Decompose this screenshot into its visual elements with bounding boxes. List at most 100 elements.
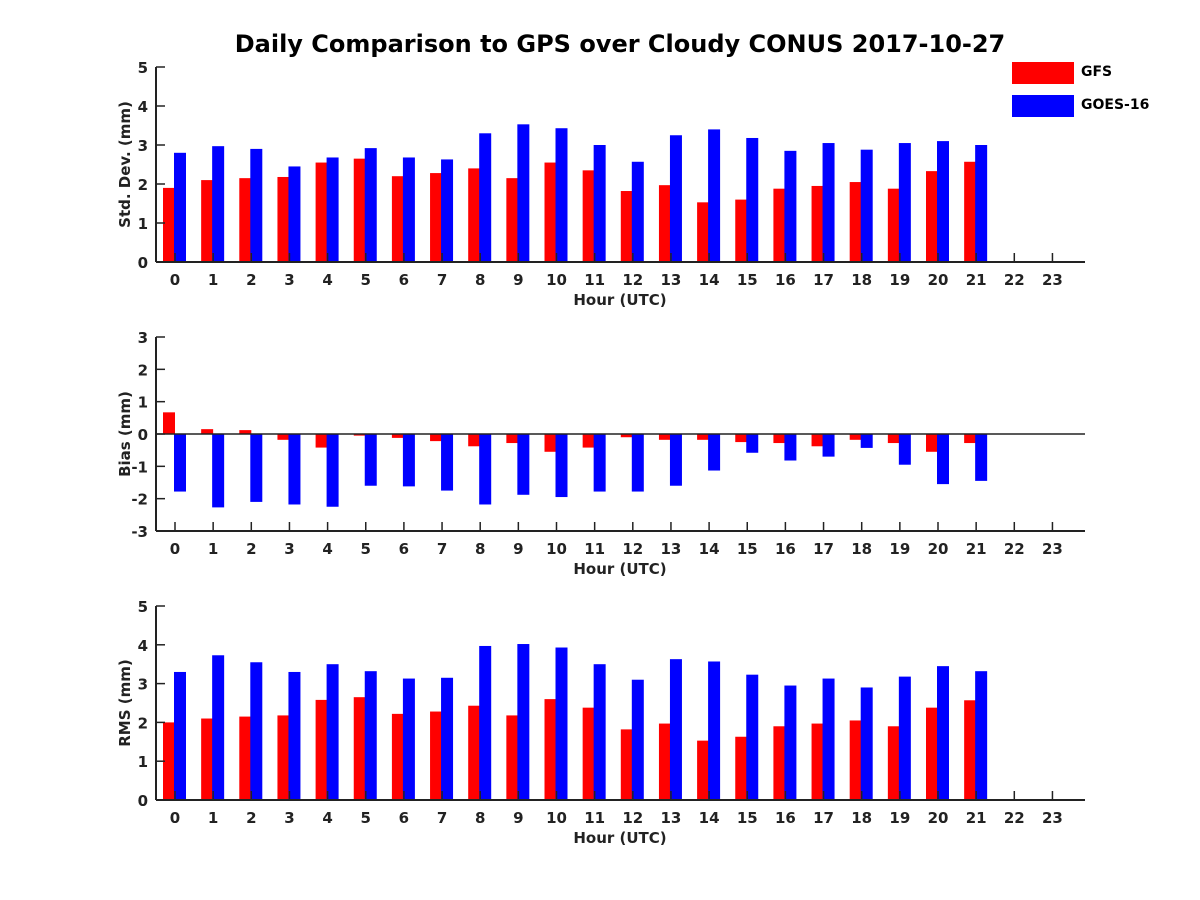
bar-goes16-9 [517, 124, 530, 262]
y-tick-label: 2 [138, 361, 148, 379]
bar-gfs-19 [887, 434, 900, 444]
bar-gfs-5 [353, 434, 366, 436]
bar-gfs-4 [315, 699, 328, 800]
bar-gfs-10 [544, 162, 557, 262]
x-tick-label: 17 [813, 271, 834, 289]
y-tick-label: 2 [138, 176, 148, 194]
x-tick-label: 18 [851, 540, 872, 558]
y-axis-label: Std. Dev. (mm) [116, 101, 134, 228]
y-axis-label: Bias (mm) [116, 391, 134, 477]
bar-goes16-21 [975, 671, 988, 800]
bar-gfs-11 [582, 707, 595, 800]
bar-gfs-5 [353, 697, 366, 800]
x-tick-label: 14 [699, 809, 720, 827]
y-tick-label: 2 [138, 714, 148, 732]
bar-goes16-14 [708, 661, 721, 800]
bar-goes16-7 [441, 434, 454, 491]
bar-gfs-11 [582, 170, 595, 262]
x-tick-label: 22 [1004, 809, 1025, 827]
bar-gfs-5 [353, 158, 366, 262]
x-tick-label: 9 [513, 809, 523, 827]
x-tick-label: 3 [284, 809, 294, 827]
bar-gfs-18 [849, 434, 862, 440]
bar-goes16-9 [517, 434, 530, 495]
x-tick-label: 12 [622, 271, 643, 289]
bar-goes16-15 [746, 674, 759, 800]
bar-goes16-18 [860, 687, 873, 800]
legend-label-goes16: GOES-16 [1081, 97, 1150, 113]
bar-gfs-12 [620, 729, 633, 800]
bar-gfs-1 [201, 718, 214, 800]
x-tick-label: 13 [661, 540, 682, 558]
bar-goes16-4 [326, 434, 339, 507]
y-tick-label: 1 [138, 394, 148, 412]
x-tick-label: 21 [966, 271, 987, 289]
bar-gfs-9 [506, 715, 519, 800]
bar-gfs-13 [658, 185, 671, 262]
x-tick-label: 20 [928, 540, 949, 558]
bar-gfs-9 [506, 178, 519, 262]
bar-gfs-17 [811, 185, 824, 262]
bar-gfs-13 [658, 723, 671, 800]
y-tick-label: 0 [138, 426, 148, 444]
bar-goes16-10 [555, 128, 568, 262]
bar-gfs-15 [735, 434, 748, 443]
x-axis-label: Hour (UTC) [573, 291, 666, 309]
y-tick-label: 3 [138, 137, 148, 155]
bar-goes16-3 [288, 166, 301, 262]
x-tick-label: 6 [399, 271, 409, 289]
bar-gfs-21 [964, 434, 977, 444]
x-tick-label: 14 [699, 271, 720, 289]
x-tick-label: 6 [399, 540, 409, 558]
x-tick-label: 3 [284, 271, 294, 289]
bar-gfs-16 [773, 188, 786, 262]
bar-gfs-20 [926, 171, 938, 262]
bar-gfs-19 [887, 726, 900, 800]
bar-goes16-1 [212, 655, 225, 800]
bar-gfs-4 [315, 434, 328, 448]
x-tick-label: 21 [966, 540, 987, 558]
x-tick-label: 12 [622, 809, 643, 827]
bar-gfs-20 [926, 707, 938, 800]
bar-gfs-2 [239, 178, 252, 262]
bar-gfs-6 [391, 176, 404, 262]
bar-gfs-0 [163, 722, 175, 800]
bar-gfs-3 [277, 176, 290, 262]
bar-goes16-0 [174, 434, 186, 492]
x-tick-label: 7 [437, 271, 447, 289]
x-tick-label: 1 [208, 540, 218, 558]
bar-gfs-17 [811, 434, 824, 447]
legend-swatch-gfs [1012, 62, 1074, 84]
bar-gfs-2 [239, 430, 252, 434]
bar-goes16-4 [326, 157, 339, 262]
bar-gfs-8 [468, 168, 481, 262]
bar-goes16-5 [364, 148, 377, 262]
y-tick-label: -2 [131, 491, 148, 509]
bar-goes16-13 [669, 135, 682, 262]
bar-goes16-19 [898, 676, 911, 800]
bar-goes16-11 [593, 664, 606, 800]
x-tick-label: 8 [475, 271, 485, 289]
x-tick-label: 0 [170, 540, 180, 558]
y-tick-label: 3 [138, 329, 148, 347]
x-tick-label: 16 [775, 540, 796, 558]
bar-goes16-8 [479, 434, 492, 505]
bar-gfs-4 [315, 162, 328, 262]
bar-goes16-13 [669, 659, 682, 800]
bar-goes16-6 [402, 157, 415, 262]
x-tick-label: 5 [361, 809, 371, 827]
x-tick-label: 10 [546, 809, 567, 827]
bar-gfs-16 [773, 726, 786, 800]
bar-goes16-4 [326, 664, 339, 800]
y-tick-label: 1 [138, 215, 148, 233]
bar-goes16-21 [975, 145, 988, 262]
bar-gfs-8 [468, 705, 481, 800]
bar-gfs-3 [277, 715, 290, 800]
bar-goes16-14 [708, 129, 721, 262]
x-axis-label: Hour (UTC) [573, 560, 666, 578]
x-tick-label: 18 [851, 271, 872, 289]
bar-goes16-10 [555, 647, 568, 800]
bar-gfs-9 [506, 434, 519, 444]
bar-gfs-6 [391, 434, 404, 438]
